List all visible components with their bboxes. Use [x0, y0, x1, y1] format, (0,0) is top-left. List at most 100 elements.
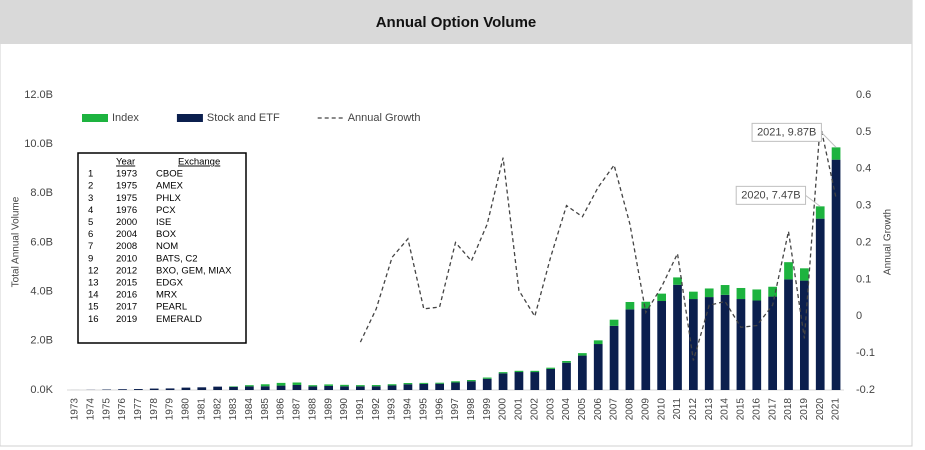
table-cell: 16	[88, 314, 99, 325]
table-cell: 2015	[116, 278, 137, 289]
table-cell: 2017	[116, 302, 137, 313]
table-cell: NOM	[156, 241, 178, 252]
x-tick-label: 1981	[196, 398, 207, 421]
bar-segment	[546, 367, 556, 369]
x-tick-label: 2000	[498, 398, 509, 421]
bar-segment	[562, 362, 571, 390]
bar-segment	[577, 355, 587, 390]
x-tick-label: 1978	[149, 398, 160, 421]
table-cell: 15	[88, 302, 99, 313]
y2-tick-label: 0.1	[856, 273, 871, 285]
bar-segment	[387, 384, 397, 386]
x-tick-label: 2014	[720, 398, 731, 421]
y2-tick-label: -0.1	[856, 347, 875, 359]
y2-tick-label: 0	[856, 310, 862, 322]
bar-segment	[133, 389, 143, 390]
bar-segment	[609, 325, 619, 390]
bar-segment	[815, 218, 825, 390]
bar-segment	[768, 296, 778, 390]
bar-segment	[308, 386, 318, 390]
x-tick-label: 2007	[609, 398, 620, 421]
x-tick-label: 2019	[799, 398, 810, 421]
bar-segment	[229, 386, 238, 390]
table-cell: 2019	[116, 314, 137, 325]
bar-segment	[276, 382, 286, 386]
x-tick-label: 1980	[181, 398, 192, 421]
table-cell: 6	[88, 229, 93, 240]
bar-segment	[260, 384, 270, 387]
legend-label: Annual Growth	[348, 112, 421, 124]
x-tick-label: 1994	[403, 398, 414, 421]
chart-title: Annual Option Volume	[376, 14, 537, 31]
bar-segment	[498, 372, 508, 374]
exchange-table	[77, 152, 247, 344]
table-cell: AMEX	[156, 181, 184, 192]
bar-segment	[482, 377, 492, 379]
bar-segment	[482, 378, 492, 390]
bar-segment	[720, 285, 730, 295]
bar-segment	[292, 382, 302, 385]
x-tick-label: 2020	[815, 398, 826, 421]
table-cell: 7	[88, 241, 93, 252]
annotation-text: 2021, 9.87B	[757, 126, 816, 138]
bar-segment	[831, 159, 841, 390]
table-cell: EDGX	[156, 278, 184, 289]
x-tick-label: 2015	[736, 398, 747, 421]
x-tick-label: 1988	[307, 398, 318, 421]
bar-segment	[340, 386, 349, 390]
bar-segment	[736, 299, 746, 390]
bar-segment	[419, 382, 429, 384]
bar-segment	[435, 382, 445, 384]
bar-segment	[403, 384, 413, 390]
annotation-leader	[821, 132, 837, 148]
legend-label: Stock and ETF	[207, 112, 280, 124]
table-cell: 2000	[116, 217, 137, 228]
table-cell: PEARL	[156, 302, 187, 313]
x-tick-label: 1979	[165, 398, 176, 421]
bar-segment	[149, 388, 159, 390]
bar-segment	[704, 288, 714, 298]
bar-segment	[815, 206, 825, 219]
bar-segment	[276, 385, 286, 390]
x-tick-label: 2018	[783, 398, 794, 421]
bar-segment	[466, 380, 476, 382]
y-tick-label: 6.0B	[30, 236, 53, 248]
bar-segment	[799, 268, 809, 281]
bar-segment	[657, 293, 667, 302]
bar-segment	[641, 301, 651, 309]
x-tick-label: 2012	[688, 398, 699, 421]
bar-segment	[498, 373, 508, 390]
table-cell: BOX	[156, 229, 177, 240]
bar-segment	[260, 386, 270, 390]
table-cell: 2008	[116, 241, 137, 252]
x-tick-label: 2004	[561, 398, 572, 421]
bar-segment	[244, 385, 254, 387]
bar-segment	[577, 353, 587, 356]
y-tick-label: 0.0K	[30, 384, 53, 396]
x-tick-label: 1995	[418, 398, 429, 421]
table-cell: 2016	[116, 290, 137, 301]
x-tick-label: 1998	[466, 398, 477, 421]
x-tick-label: 2009	[640, 398, 651, 421]
x-tick-label: 1997	[450, 398, 461, 421]
bar-segment	[165, 388, 175, 390]
x-tick-label: 1999	[482, 398, 493, 421]
y2-tick-label: 0.5	[856, 126, 871, 138]
bar-segment	[466, 381, 476, 390]
y2-tick-label: 0.6	[856, 89, 871, 101]
bar-segment	[799, 280, 809, 390]
y2-tick-label: 0.4	[856, 163, 871, 175]
bar-segment	[530, 372, 540, 390]
growth-line	[359, 124, 837, 361]
bar-segment	[736, 287, 746, 300]
bar-segment	[546, 368, 556, 390]
y2-tick-label: 0.2	[856, 236, 871, 248]
bar-segment	[625, 309, 635, 390]
bar-segment	[641, 308, 651, 390]
bar-segment	[688, 299, 698, 390]
bar-segment	[673, 277, 682, 285]
x-tick-label: 2008	[625, 398, 636, 421]
bar-segment	[657, 301, 667, 390]
table-header: Exchange	[178, 157, 220, 168]
x-tick-label: 2021	[831, 398, 842, 421]
